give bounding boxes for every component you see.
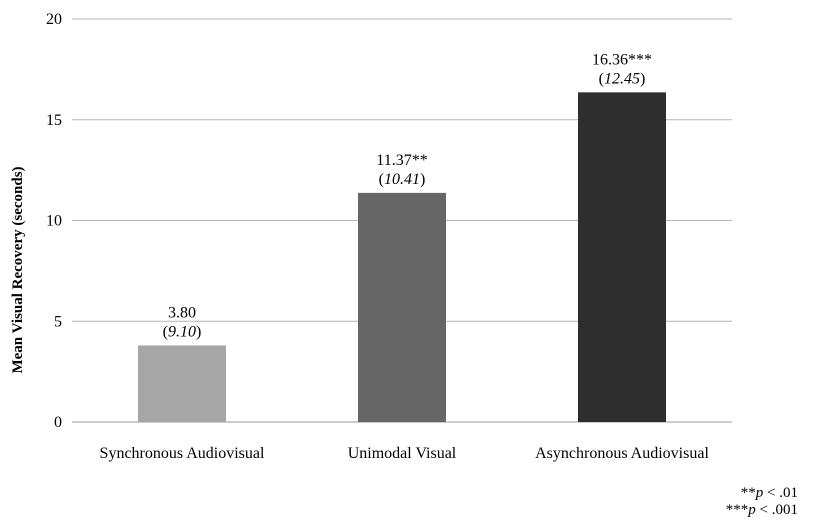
footnote-threshold: < .001: [755, 502, 798, 518]
y-tick-label: 20: [46, 11, 62, 28]
y-tick-label: 15: [46, 112, 62, 129]
bar-value-label: 16.36***: [592, 51, 652, 68]
y-tick-label: 0: [54, 414, 62, 431]
bar-value-label: 3.80: [168, 304, 196, 321]
bar: [138, 345, 226, 422]
bar-sd-label: (12.45): [599, 70, 646, 87]
footnote-p: p: [748, 502, 756, 518]
footnote-threshold: < .01: [763, 485, 798, 501]
x-tick-label: Synchronous Audiovisual: [100, 445, 265, 462]
x-tick-label: Unimodal Visual: [348, 445, 457, 462]
significance-footnotes: **p < .01 ***p < .001: [726, 485, 798, 519]
bar-sd-label: (10.41): [379, 171, 426, 188]
footnote-p001: ***p < .001: [726, 502, 798, 519]
bar: [578, 92, 666, 422]
footnote-stars: ***: [725, 502, 749, 518]
footnote-stars: **: [740, 485, 756, 501]
bar-value-label: 11.37**: [376, 152, 427, 169]
bar: [358, 192, 446, 422]
footnote-p: p: [755, 485, 764, 501]
y-axis-label: Mean Visual Recovery (seconds): [10, 166, 26, 373]
footnote-p01: **p < .01: [726, 485, 798, 502]
y-tick-label: 5: [54, 313, 62, 330]
y-tick-label: 10: [46, 213, 62, 230]
x-axis-tick-labels: Synchronous Audiovisual Unimodal Visual As…: [100, 445, 710, 462]
bars: 3.80 (9.10) 11.37** (10.41) 16.36*** (12.45): [138, 51, 666, 422]
bar-sd-label: (9.10): [163, 323, 202, 340]
x-tick-label: Asynchronous Audiovisual: [535, 445, 709, 462]
y-axis: 0 5 10 15 20: [46, 11, 62, 431]
